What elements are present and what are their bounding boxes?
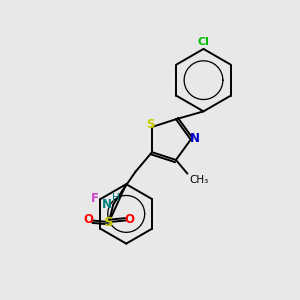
Text: Cl: Cl	[198, 37, 209, 47]
Text: CH₃: CH₃	[190, 175, 209, 185]
Text: S: S	[146, 118, 154, 131]
Text: N: N	[190, 132, 200, 145]
Text: F: F	[91, 192, 99, 205]
Text: O: O	[84, 213, 94, 226]
Text: N: N	[102, 198, 112, 211]
Text: O: O	[124, 213, 134, 226]
Text: S: S	[104, 215, 114, 229]
Text: H: H	[112, 193, 120, 203]
